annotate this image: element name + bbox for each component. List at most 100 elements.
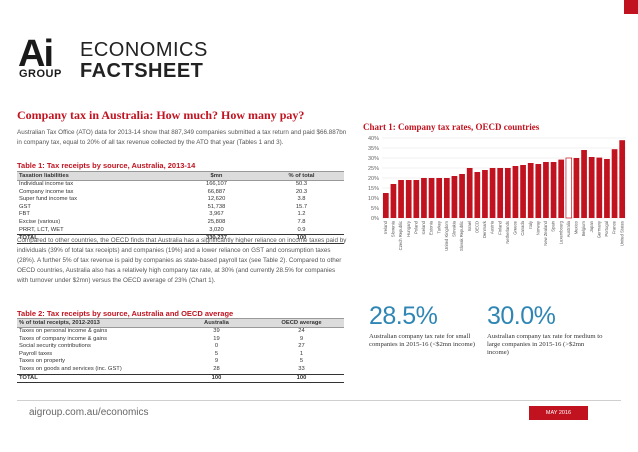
x-tick-label: Israel [467,221,472,231]
x-tick-label: France [612,220,617,234]
chart-bar [390,184,397,218]
table-cell: Company income tax [19,188,74,195]
factsheet-title: ECONOMICS FACTSHEET [80,40,208,82]
table1-title: Table 1: Tax receipts by source, Austral… [17,161,196,170]
table-header-cell: Taxation liabilities [17,171,174,181]
table-cell: Excise (various) [19,218,61,225]
table-cell: 33 [298,365,305,372]
table-header-cell: % of total receipts, 2012-2013 [17,318,174,328]
table-row: Social security contributions 0 27 [17,343,344,351]
chart-bar [382,193,389,218]
y-tick-label: 10% [368,196,379,202]
table-row: Individual income tax 166,107 50.3 [17,181,344,189]
table-cell: 27 [298,343,305,350]
body-paragraph: Compared to other countries, the OECD fi… [17,237,347,284]
x-tick-label: Iceland [421,220,426,234]
footer-divider [17,400,621,401]
corner-accent [624,0,638,14]
table-header-cell: OECD average [258,318,344,328]
chart-bar [482,170,488,218]
chart-bar [543,162,549,218]
chart-bar [558,159,565,218]
table1: Taxation liabilities $mn % of total Indi… [17,171,344,244]
y-tick-label: 5% [371,206,379,212]
x-tick-label: Mexico [574,220,579,234]
table-cell: Payroll taxes [19,350,53,357]
x-tick-label: Australia [566,220,571,237]
table-cell: 19 [213,335,220,342]
table-cell: 9 [299,335,304,342]
table-cell: 25,808 [207,218,226,225]
chart-bar [474,172,481,218]
table-cell: 51,738 [207,203,226,210]
stat-description: Australian company tax rate for medium t… [487,333,603,356]
table-cell: 3.8 [297,196,306,203]
intro-paragraph: Australian Tax Office (ATO) data for 201… [17,129,347,146]
y-tick-label: 35% [368,146,379,152]
x-tick-label: Canada [520,220,525,235]
x-tick-label: Norway [535,220,540,235]
table-row: Taxes on property 9 5 [17,358,344,366]
page-title: Company tax in Australia: How much? How … [17,108,305,122]
table-cell: 0.9 [297,226,306,233]
table-cell: 330,237 [173,234,259,244]
table-cell: TOTAL [17,234,174,244]
table-cell: Taxes of company income & gains [19,335,107,342]
table2: % of total receipts, 2012-2013 Australia… [17,318,344,384]
table2-title: Table 2: Tax receipts by source, Austral… [17,309,234,318]
table-total-row: TOTAL 100 100 [17,373,344,384]
chart-bar [573,158,580,218]
ai-group-logo[interactable]: Ai GROUP [18,34,72,82]
chart-bar [489,168,496,218]
table-cell: 100 [258,234,344,244]
stat-value: 28.5% [369,302,438,330]
chart-bar [581,150,587,218]
table-cell: 20.3 [295,188,308,195]
chart-bar [421,178,427,218]
x-tick-label: Slovak Republic [459,221,464,251]
table-cell: 24 [298,328,305,334]
table-cell: Taxes on personal income & gains [19,328,108,334]
chart-bar [512,166,519,218]
table-cell: 12,620 [207,196,226,203]
x-tick-label: Slovakia [452,220,457,236]
x-tick-label: United Kingdom [444,220,449,250]
table-row: Taxes of company income & gains 19 9 [17,336,344,344]
x-tick-label: Czech Republic [398,221,403,250]
chart-bar [428,178,435,218]
x-tick-label: Portugal [604,221,609,237]
x-tick-label: Spain [551,220,556,231]
table-header-cell: Australia [173,318,259,328]
x-tick-label: Belgium [581,221,586,237]
table-cell: 28 [213,365,220,372]
chart-bar [611,149,618,218]
title-line-1: ECONOMICS [80,39,208,61]
table-row: Excise (various) 25,808 7.8 [17,219,344,227]
table-cell: 166,107 [205,181,227,187]
x-tick-label: Austria [490,220,495,234]
table-total-row: TOTAL 330,237 100 [17,234,344,244]
stat-value: 30.0% [487,302,556,330]
y-tick-label: 40% [368,136,379,142]
table-header-row: Taxation liabilities $mn % of total [17,171,344,181]
table-cell: Taxes on property [19,358,66,365]
x-tick-label: Japan [589,220,594,232]
chart-bar [504,168,511,218]
chart-bar [596,157,603,218]
chart-bar [436,178,443,218]
logo-letters: Ai [18,33,54,75]
table-cell: Individual income tax [19,181,74,187]
x-tick-label: OECD [474,221,479,233]
x-tick-label: Germany [596,220,601,238]
x-tick-label: United States [619,221,624,246]
table-row: PRRT, LCT, WET 3,020 0.9 [17,227,344,235]
table-cell: 5 [299,358,304,365]
table-cell: FBT [19,211,30,218]
table-row: Taxes on personal income & gains 39 24 [17,328,344,336]
chart-bar [398,180,404,218]
x-tick-label: Turkey [436,220,441,234]
chart-bar [619,140,626,218]
chart-bar [550,162,557,218]
footer-url-link[interactable]: aigroup.com.au/economics [29,407,149,418]
logo-group-text: GROUP [19,68,62,80]
